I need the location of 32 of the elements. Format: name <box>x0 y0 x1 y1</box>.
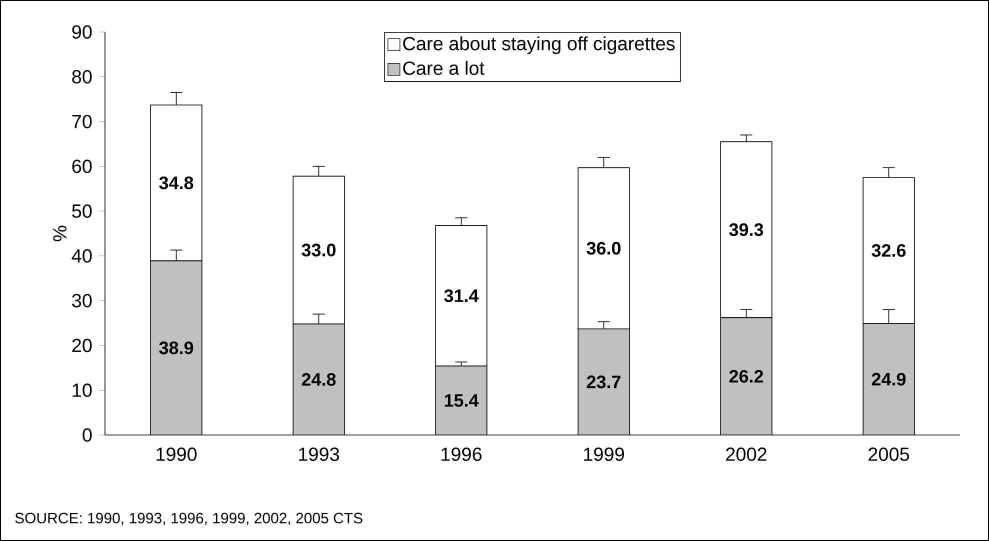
x-tick-label: 2005 <box>868 448 910 461</box>
data-label: 32.6 <box>872 244 906 257</box>
y-tick-label: 10 <box>72 383 92 397</box>
data-label: 26.2 <box>729 370 764 383</box>
data-label: 39.3 <box>729 223 764 236</box>
x-tick-label: 1996 <box>442 448 482 461</box>
y-tick-label: 80 <box>72 70 92 84</box>
x-tick-label: 2002 <box>726 448 766 461</box>
x-tick-label: 1999 <box>584 448 624 461</box>
y-tick-label: 30 <box>72 294 92 308</box>
data-label: 24.9 <box>872 372 906 386</box>
y-tick-label: 40 <box>72 249 92 263</box>
data-label: 24.8 <box>302 373 336 386</box>
data-label: 36.0 <box>586 242 621 255</box>
data-label: 31.4 <box>444 289 479 302</box>
legend-label: Care a lot <box>403 60 484 75</box>
y-tick-label: 50 <box>72 204 92 218</box>
x-tick-label: 1990 <box>156 448 197 461</box>
legend-label: Care about staying off cigarettes <box>403 36 675 54</box>
data-label: 23.7 <box>586 376 620 388</box>
y-axis-title: % <box>53 226 66 242</box>
y-tick-label: 20 <box>72 338 92 352</box>
source-note: SOURCE: 1990, 1993, 1996, 1999, 2002, 2005 CTS <box>15 512 362 526</box>
data-label: 15.4 <box>444 394 479 407</box>
y-tick-label: 70 <box>72 114 92 128</box>
y-tick-label: 90 <box>72 25 92 39</box>
data-label: 38.9 <box>159 342 194 354</box>
data-label: 34.8 <box>159 176 194 190</box>
y-tick-label: 60 <box>72 160 92 174</box>
x-tick-label: 1993 <box>299 448 340 461</box>
data-label: 33.0 <box>302 244 336 256</box>
y-tick-label: 0 <box>82 428 92 442</box>
